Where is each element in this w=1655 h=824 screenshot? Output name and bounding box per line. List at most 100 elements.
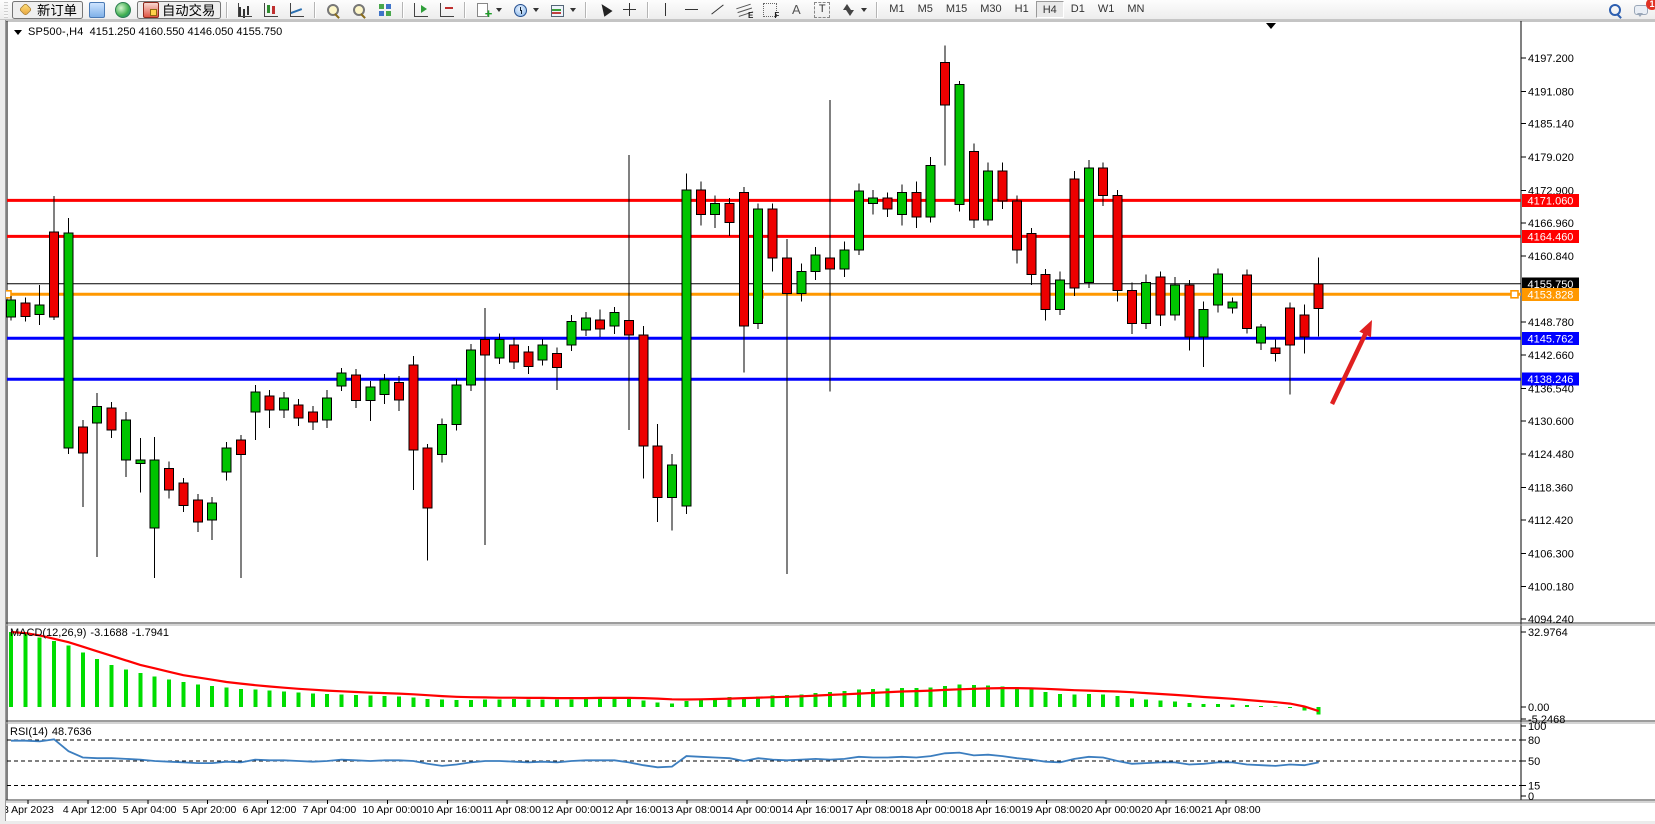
candle-body	[552, 352, 563, 368]
fibo-grid-tool-button[interactable]: F	[758, 1, 782, 20]
candle-body	[667, 464, 677, 499]
timeframe-button-w1[interactable]: W1	[1092, 1, 1121, 18]
candle-body	[983, 170, 994, 221]
time-axis-label: 7 Apr 04:00	[303, 804, 357, 816]
chart-shift-marker[interactable]	[1266, 23, 1276, 29]
data-window-icon	[114, 1, 131, 18]
timeframe-button-h1[interactable]: H1	[1009, 1, 1035, 18]
cursor-tool-button[interactable]	[592, 1, 616, 19]
timeframe-button-m15[interactable]: M15	[940, 1, 973, 18]
candlestick-chart-button[interactable]	[259, 1, 283, 19]
auto-scroll-button[interactable]	[409, 1, 433, 19]
autotrading-button[interactable]: 自动交易	[136, 0, 222, 19]
candle-body	[322, 397, 333, 421]
time-axis-label: 20 Apr 00:00	[1081, 804, 1141, 816]
fibonacci-tool-button[interactable]: E	[732, 1, 756, 20]
text-icon: A	[791, 1, 801, 17]
horizontal-line-tool-button[interactable]	[680, 1, 704, 19]
rsi-axis-label: 80	[1528, 735, 1540, 747]
notification-badge: 1	[1646, 0, 1655, 10]
price-badge-label: 4171.060	[1528, 195, 1574, 207]
timeframe-button-mn[interactable]: MN	[1121, 1, 1150, 18]
candle-body	[63, 232, 74, 449]
candle-body	[494, 339, 505, 359]
market-watch-button[interactable]	[85, 1, 109, 19]
timeframe-button-d1[interactable]: D1	[1065, 1, 1091, 18]
chart-canvas[interactable]: 4197.2004191.0804185.1404179.0204172.900…	[0, 20, 1655, 824]
rsi-value: 48.7636	[51, 726, 92, 738]
toolbar-separator	[585, 1, 588, 18]
candle-body	[92, 406, 103, 424]
data-window-button[interactable]	[111, 1, 135, 19]
candle-body	[1083, 167, 1094, 284]
fibo-letter: E	[747, 10, 754, 20]
timeframe-button-m1[interactable]: M1	[883, 1, 910, 18]
crosshair-icon	[622, 2, 638, 18]
periods-button[interactable]	[508, 1, 543, 19]
candle-body	[925, 164, 936, 218]
price-axis-label: 4124.480	[1528, 449, 1574, 461]
line-handle[interactable]	[1510, 289, 1519, 299]
tile-windows-button[interactable]	[373, 1, 397, 19]
candle-body	[710, 203, 721, 215]
candle-body	[595, 319, 606, 330]
candle-body	[853, 190, 864, 251]
indicators-button[interactable]	[471, 1, 506, 21]
candle-body	[1141, 282, 1152, 324]
candle-body	[911, 192, 922, 218]
zoom-out-button[interactable]	[347, 1, 371, 19]
notifications-button[interactable]: 1	[1629, 0, 1655, 19]
crosshair-tool-button[interactable]	[618, 1, 642, 19]
new-order-label: 新订单	[37, 3, 77, 18]
chat-icon	[1633, 2, 1649, 18]
vertical-line-tool-button[interactable]	[654, 1, 678, 19]
chevron-down-icon	[533, 7, 540, 12]
time-axis-label: 4 Apr 12:00	[63, 804, 117, 816]
macd-name: MACD(12,26,9)	[10, 627, 87, 639]
chart-shift-button[interactable]	[435, 1, 459, 19]
text-tool-button[interactable]: A	[784, 1, 808, 19]
search-button[interactable]	[1603, 1, 1627, 19]
candle-body	[537, 344, 548, 361]
time-axis-label: 12 Apr 16:00	[602, 804, 662, 816]
new-order-button[interactable]: 新订单	[12, 0, 83, 19]
candle-body	[264, 395, 275, 411]
candle-body	[896, 192, 907, 215]
time-axis-label: 6 Apr 12:00	[243, 804, 297, 816]
zoom-in-button[interactable]	[321, 1, 345, 19]
candle-body	[1184, 284, 1195, 338]
candle-body	[20, 302, 31, 317]
arrows-tool-button[interactable]	[836, 1, 871, 19]
templates-button[interactable]	[545, 1, 580, 19]
rsi-axis-label: 100	[1528, 721, 1546, 733]
price-axis-label: 4106.300	[1528, 548, 1574, 560]
candle-body	[753, 208, 764, 324]
text-label-tool-button[interactable]: T	[810, 1, 834, 19]
bar-chart-button[interactable]	[233, 1, 257, 19]
trendline-tool-button[interactable]	[706, 1, 730, 19]
arrow-annotation[interactable]	[1329, 320, 1372, 405]
time-axis-label: 10 Apr 16:00	[422, 804, 482, 816]
timeframe-button-h4[interactable]: H4	[1035, 1, 1064, 18]
macd-indicator	[9, 630, 1321, 715]
time-axis-label: 21 Apr 08:00	[1201, 804, 1261, 816]
line-chart-button[interactable]	[285, 1, 309, 19]
candle-body	[350, 374, 361, 402]
toolbar-separator	[464, 1, 467, 18]
add-indicator-icon	[475, 2, 492, 21]
collapse-arrow-icon[interactable]	[14, 29, 22, 35]
timeframe-button-m5[interactable]: M5	[912, 1, 939, 18]
chevron-down-icon	[861, 7, 868, 12]
chart-area[interactable]: 4197.200 4191.080 4185.140 4179.020 4172.900…	[0, 20, 1655, 824]
toolbar-separator	[876, 1, 879, 18]
candle-body	[738, 192, 749, 327]
price-badge-label: 4138.246	[1528, 374, 1574, 386]
macd-axis-label: 0.00	[1528, 702, 1549, 714]
price-badge	[1522, 277, 1579, 291]
candlestick-series	[6, 45, 1324, 578]
timeframe-button-m30[interactable]: M30	[974, 1, 1007, 18]
time-axis-label: 5 Apr 20:00	[183, 804, 237, 816]
candle-body	[135, 459, 146, 464]
candle-body	[767, 208, 778, 259]
